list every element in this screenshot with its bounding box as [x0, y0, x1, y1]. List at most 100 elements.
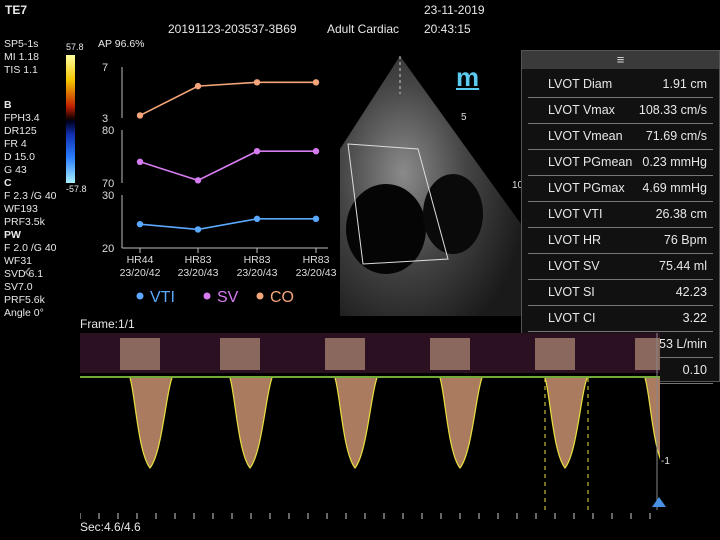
series-line-vti: [139, 218, 316, 231]
measurement-row[interactable]: LVOT PGmean 0.23 mmHg: [528, 149, 713, 176]
measurement-label: LVOT SI: [548, 285, 595, 299]
y-tick-label: 80: [102, 125, 114, 137]
param-line: SVD 6.1: [4, 268, 44, 280]
vti-trace: [129, 377, 173, 469]
data-point-sv: [136, 158, 144, 165]
legend-marker-vti: [136, 292, 144, 300]
vti-trace: [439, 377, 483, 469]
measurement-row[interactable]: LVOT Diam 1.91 cm: [528, 71, 713, 98]
trend-chart: 7380703020HR4423/20/42HR8323/20/43HR8323…: [102, 62, 337, 306]
spectrum-upper-signal: [325, 338, 365, 370]
measurement-label: LVOT VTI: [548, 207, 603, 221]
x-tick-label: HR83: [185, 254, 212, 266]
param-line: FPH3.4: [4, 112, 40, 124]
doppler-waveform: [645, 378, 660, 458]
measurement-value: 71.69 cm/s: [645, 129, 707, 143]
x-tick-label: HR83: [244, 254, 271, 266]
time-label: 20:43:15: [424, 22, 471, 36]
measurement-row[interactable]: LVOT VTI 26.38 cm: [528, 201, 713, 228]
measurement-label: LVOT HR: [548, 233, 602, 247]
spectrum-upper-signal: [220, 338, 260, 370]
x-tick-label: 23/20/43: [296, 267, 337, 279]
param-line: PRF3.5k: [4, 216, 45, 228]
measurement-label: LVOT PGmean: [548, 155, 633, 169]
param-line: WF193: [4, 203, 38, 215]
legend-label-co: CO: [270, 289, 294, 306]
measurement-row[interactable]: LVOT SV 75.44 ml: [528, 253, 713, 280]
x-tick-label: 23/20/42: [120, 267, 161, 279]
measurement-row[interactable]: LVOT Vmean 71.69 cm/s: [528, 123, 713, 150]
x-tick-label: HR44: [127, 254, 154, 266]
time-ruler: [79, 510, 660, 520]
measurement-row[interactable]: LVOT CI 3.22: [528, 305, 713, 332]
y-tick-label: 30: [102, 190, 114, 202]
y-tick-label: 7: [102, 62, 108, 74]
sector-fan: [340, 56, 521, 316]
data-point-co: [312, 79, 320, 86]
doppler-waveform: [335, 378, 377, 468]
ventricle-cavity: [346, 184, 426, 274]
data-point-vti: [253, 215, 261, 223]
depth-mark-5: 5: [461, 112, 467, 123]
data-point-sv: [312, 148, 320, 155]
y-tick-label: 70: [102, 178, 114, 190]
color-mode-title: C: [4, 177, 12, 189]
data-point-co: [136, 112, 144, 119]
data-point-co: [253, 79, 261, 86]
param-line: D 15.0: [4, 151, 35, 163]
param-line: TIS 1.1: [4, 64, 38, 76]
doppler-waveform: [130, 378, 172, 468]
data-point-sv: [253, 148, 261, 155]
doppler-waveform: [230, 378, 272, 468]
param-line: DR125: [4, 125, 37, 137]
ap-label: AP 96.6%: [98, 38, 145, 50]
sec-label: Sec:4.6/4.6: [80, 520, 141, 534]
measurement-value: 42.23: [675, 285, 707, 299]
measurement-value: 4.69 mmHg: [642, 181, 707, 195]
b-mode-title: B: [4, 99, 12, 111]
data-point-vti: [312, 215, 320, 223]
y-tick-label: 3: [102, 113, 108, 125]
series-line-sv: [139, 150, 316, 182]
preset-label: Adult Cardiac: [327, 22, 400, 36]
measurement-row[interactable]: LVOT PGmax 4.69 mmHg: [528, 175, 713, 202]
color-bar-max: 57.8: [66, 42, 84, 52]
measurement-row[interactable]: LVOT HR 76 Bpm: [528, 227, 713, 254]
menu-icon[interactable]: ≡: [522, 51, 719, 69]
echo-sector-image[interactable]: 5 10: [338, 54, 521, 316]
param-line: F 2.0 /G 40: [4, 242, 57, 254]
doppler-waveform: [545, 378, 587, 468]
param-line: SV7.0: [4, 281, 33, 293]
baseline-marker-icon[interactable]: [652, 497, 666, 507]
legend-label-vti: VTI: [150, 289, 175, 306]
measurement-value: 108.33 cm/s: [638, 103, 707, 117]
param-line: PRF5.6k: [4, 294, 45, 306]
color-bar-min: -57.8: [66, 184, 87, 194]
doppler-waveform: [440, 378, 482, 468]
param-line: FR 4: [4, 138, 27, 150]
doppler-scale-tick: -1: [661, 456, 670, 467]
x-tick-label: 23/20/43: [237, 267, 278, 279]
measurement-value: 75.44 ml: [659, 259, 707, 273]
chevron-left-icon[interactable]: ‹: [24, 258, 32, 283]
param-line: SP5-1s: [4, 38, 39, 50]
data-point-co: [194, 82, 202, 90]
vti-trace: [644, 377, 660, 460]
date-label: 23-11-2019: [424, 3, 485, 17]
depth-mark-10: 10: [512, 180, 521, 191]
pw-mode-title: PW: [4, 229, 21, 241]
legend-marker-co: [256, 292, 264, 300]
measurement-value: 76 Bpm: [663, 233, 707, 247]
color-roi-box[interactable]: [347, 143, 449, 265]
spectrum-upper-signal: [635, 338, 660, 370]
series-line-co: [139, 81, 316, 117]
measurement-label: LVOT Vmean: [548, 129, 623, 143]
measurement-row[interactable]: LVOT Vmax 108.33 cm/s: [528, 97, 713, 124]
doppler-spectrum[interactable]: [80, 333, 660, 510]
angle-label: Angle 0°: [4, 307, 44, 319]
measurement-label: LVOT Vmax: [548, 103, 615, 117]
measurement-value: 1.91 cm: [662, 77, 707, 91]
study-id: 20191123-203537-3B69: [168, 22, 297, 36]
vti-trace: [229, 377, 273, 469]
measurement-row[interactable]: LVOT SI 42.23: [528, 279, 713, 306]
